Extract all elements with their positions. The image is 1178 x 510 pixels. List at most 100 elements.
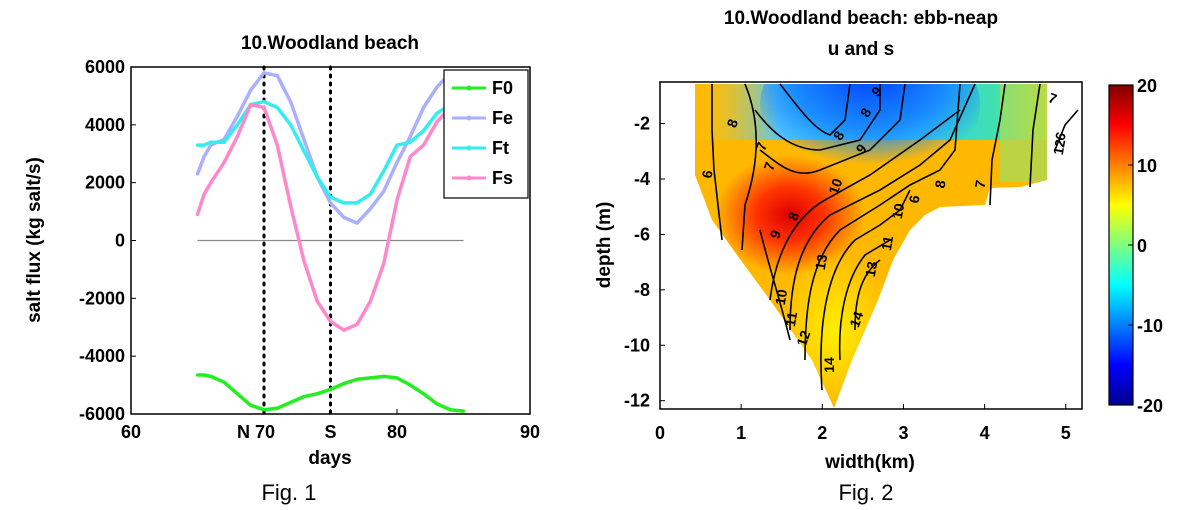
fig1-data-point-Ft (342, 201, 346, 205)
fig1-ytick-label: 6000 (85, 57, 125, 77)
fig1-data-point-Ft (368, 192, 372, 196)
contour-line (759, 83, 906, 175)
fig1-data-point-Fs (435, 120, 439, 124)
fig2-contour-label: 13 (862, 260, 880, 278)
fig1-data-point-Ft (302, 149, 306, 153)
fig1-xtick-label: N 70 (237, 422, 275, 442)
fig1-data-point-Fe (302, 137, 306, 141)
fig1-data-point-Ft (395, 143, 399, 147)
fig1-data-point-Fe (289, 100, 293, 104)
fig1-data-point-Fe (328, 201, 333, 205)
fig2-contour-label: 11 (782, 310, 800, 328)
fig1-data-point-Ft (422, 129, 426, 133)
fig1-data-point-F0 (222, 380, 226, 384)
fig1-caption: Fig. 1 (261, 480, 316, 505)
contour-line (804, 83, 961, 361)
fig1-legend-label: Ft (492, 138, 509, 158)
fig1-data-point-Ft (435, 111, 439, 115)
fig2-contour-label: 8 (932, 179, 949, 190)
fig1-data-point-F0 (262, 408, 266, 412)
fig2-xtick-label: 1 (736, 423, 746, 443)
contour-line (741, 83, 758, 251)
contour-line (838, 239, 891, 361)
fig1-data-point-Fs (262, 105, 266, 110)
fig1-data-point-Fe (249, 88, 253, 92)
contour-line (769, 109, 961, 301)
fig1-ytick-label: 2000 (85, 173, 125, 193)
fig1-data-point-Fe (235, 114, 239, 118)
fig2-ytick-label: -4 (634, 169, 650, 189)
fig1-data-point-F0 (249, 403, 253, 407)
fig1-data-point-Fe (202, 155, 206, 159)
fig1-legend-marker-F0 (466, 85, 472, 91)
fig2-colorbar-tick-label: 10 (1137, 156, 1157, 176)
fig2-xtick-label: 4 (980, 423, 990, 443)
fig1-series-line-Fs (195, 102, 464, 332)
fig1-data-point-Fs (342, 328, 346, 332)
fig2-field-rightband (1000, 84, 1047, 182)
contour-line (759, 229, 791, 341)
fig1-xlabel: days (308, 448, 351, 469)
fig1-data-point-F0 (355, 377, 359, 381)
fig2-contour-label: 14 (846, 309, 866, 329)
fig1-legend-label: Fs (492, 168, 513, 188)
contour-line (789, 83, 976, 331)
fig1-data-point-Fs (195, 212, 200, 217)
fig2-contour-label: 6 (699, 169, 716, 180)
fig1-data-point-Ft (382, 169, 386, 173)
fig2-contour-label: 12 (1050, 138, 1068, 156)
fig2-xtick-label: 0 (655, 423, 665, 443)
fig1-data-point-F0 (461, 409, 466, 413)
fig1-data-point-Fe (435, 85, 439, 89)
fig2-contour-label: 13 (812, 253, 830, 271)
fig1-series-group (195, 71, 466, 413)
fig1-data-point-Fe (342, 215, 346, 219)
fig1-ytick-label: -6000 (79, 404, 125, 424)
fig1-data-point-Ft (408, 140, 412, 144)
fig1-data-point-F0 (408, 383, 412, 387)
fig2-ytick-label: -6 (634, 224, 650, 244)
fig2-xlabel: width(km) (824, 452, 915, 473)
fig2-contour-label: 10 (825, 176, 845, 196)
fig1-data-point-F0 (275, 406, 279, 410)
fig1-series-line-Ft (197, 99, 464, 205)
fig1-data-point-Fe (395, 160, 399, 165)
fig1-data-point-F0 (342, 382, 346, 386)
fig1-data-point-Ft (209, 140, 213, 144)
fig1-data-point-Fs (408, 155, 412, 159)
fig1-data-point-F0 (448, 408, 452, 412)
fig1-data-point-Fs (235, 134, 239, 138)
fig1-data-point-Ft (275, 105, 279, 110)
fig1-data-point-F0 (195, 373, 200, 377)
fig2-contour-label: 10 (772, 288, 790, 306)
contour-line (1054, 109, 1079, 151)
fig2-ytick-label: -2 (634, 114, 650, 134)
contour-line (1029, 83, 1041, 188)
fig2-xtick-label: 3 (898, 423, 908, 443)
fig1-data-point-Ft (222, 140, 226, 144)
contour-line (779, 83, 851, 136)
fig1-ytick-label: 4000 (85, 115, 125, 135)
fig1-data-point-Fs (249, 102, 253, 107)
fig1-legend-label: F0 (492, 78, 513, 98)
fig1-data-point-Fs (209, 181, 213, 185)
fig1-data-point-F0 (209, 374, 213, 379)
fig1-data-point-Fs (328, 319, 333, 324)
fig2-colorbar-tick-label: -10 (1137, 316, 1163, 336)
fig1-data-point-Fs (202, 192, 206, 196)
fig1-data-point-F0 (235, 392, 239, 396)
fig1-data-point-F0 (315, 392, 319, 396)
fig2-colorbar-tick-label: 20 (1137, 76, 1157, 96)
fig1-data-point-F0 (395, 376, 399, 380)
fig1-data-point-F0 (382, 374, 386, 379)
fig1-data-point-Fe (382, 189, 386, 193)
fig2-contour-lines (711, 83, 1079, 391)
fig1-data-point-Ft (235, 123, 239, 127)
fig1-data-point-Fs (355, 322, 359, 326)
fig1-xtick-label: S (324, 422, 336, 442)
fig2-colorbar-tick-label: -20 (1137, 396, 1163, 416)
fig1-data-point-F0 (289, 400, 293, 405)
fig1-data-point-Fs (382, 262, 386, 266)
fig2-contour-label: 6 (906, 194, 923, 205)
